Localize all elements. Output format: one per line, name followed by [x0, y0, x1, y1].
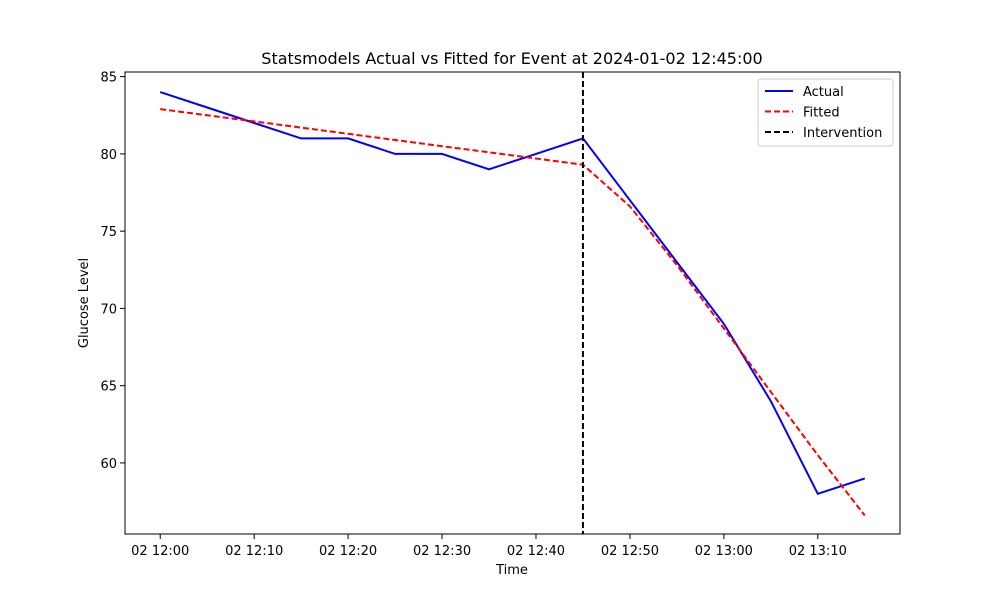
- series-line-actual: [159, 91, 866, 496]
- legend-box: [757, 78, 894, 147]
- x-tick-label: 02 12:10: [225, 544, 283, 559]
- legend-label-intervention: Intervention: [803, 126, 882, 141]
- legend: Actual Fitted Intervention: [757, 78, 894, 147]
- x-tick-label: 02 12:40: [507, 544, 565, 559]
- x-tick-label: 02 13:10: [789, 544, 847, 559]
- x-tick-label: 02 13:00: [695, 544, 753, 559]
- plot-frame: [124, 71, 901, 535]
- x-tick-label: 02 12:00: [131, 544, 189, 559]
- x-axis: 02 12:00 02 12:10 02 12:20 02 12:30 02 12:40…: [131, 534, 847, 559]
- y-axis-label: Glucose Level: [77, 258, 92, 348]
- legend-label-actual: Actual: [803, 85, 844, 100]
- plot-area: [159, 72, 866, 534]
- x-tick-label: 02 12:30: [413, 544, 471, 559]
- chart-title: Statsmodels Actual vs Fitted for Event a…: [261, 49, 762, 68]
- y-axis: 60 65 70 75 80 85: [100, 71, 125, 472]
- x-tick-label: 02 12:20: [319, 544, 377, 559]
- y-tick-label: 60: [100, 457, 117, 472]
- y-tick-label: 85: [100, 71, 117, 86]
- y-tick-label: 80: [100, 148, 117, 163]
- y-tick-label: 65: [100, 380, 117, 395]
- y-tick-label: 70: [100, 302, 117, 317]
- x-axis-label: Time: [495, 563, 528, 578]
- series-line-fitted: [160, 108, 866, 517]
- x-tick-label: 02 12:50: [601, 544, 659, 559]
- y-tick-label: 75: [100, 225, 117, 240]
- legend-label-fitted: Fitted: [803, 106, 840, 121]
